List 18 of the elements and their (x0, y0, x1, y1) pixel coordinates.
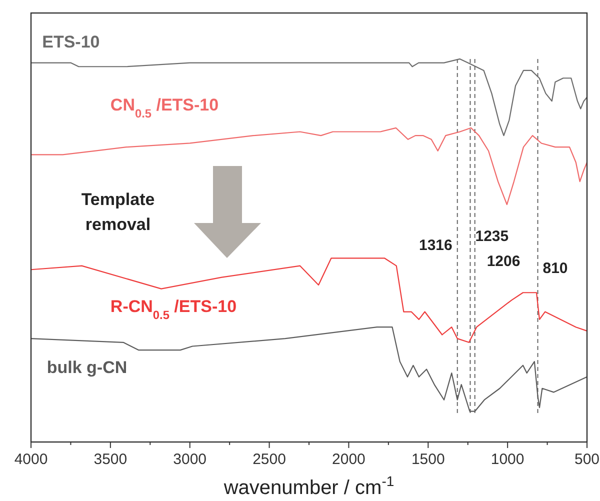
x-tick-label: 3500 (94, 451, 128, 468)
ref-line-label: 1316 (419, 237, 452, 254)
series-label: CN$_{0.5}$ /ETS-10 (110, 96, 219, 121)
series-label: bulk g-CN (46, 358, 128, 378)
x-tick-label: 2500 (252, 451, 286, 468)
x-tick-label: 500 (574, 451, 600, 468)
series-label: R-CN$_{0.5}$ /ETS-10 (110, 296, 237, 322)
x-tick-label: 2000 (332, 451, 366, 468)
ref-line-label: 1206 (486, 253, 520, 270)
ref-line-label: 1235 (475, 228, 509, 245)
annotation: Template removal (81, 190, 155, 234)
x-tick-label: 3000 (173, 451, 207, 468)
x-tick-label: 1500 (411, 451, 445, 468)
ref-line-label: 810 (542, 260, 568, 277)
series-label: ETS-10 (42, 32, 100, 52)
x-axis-title: wavenumber / cm$^{-1}$ (222, 473, 394, 499)
x-tick-label: 1000 (490, 451, 524, 468)
x-tick-label: 4000 (14, 451, 48, 468)
